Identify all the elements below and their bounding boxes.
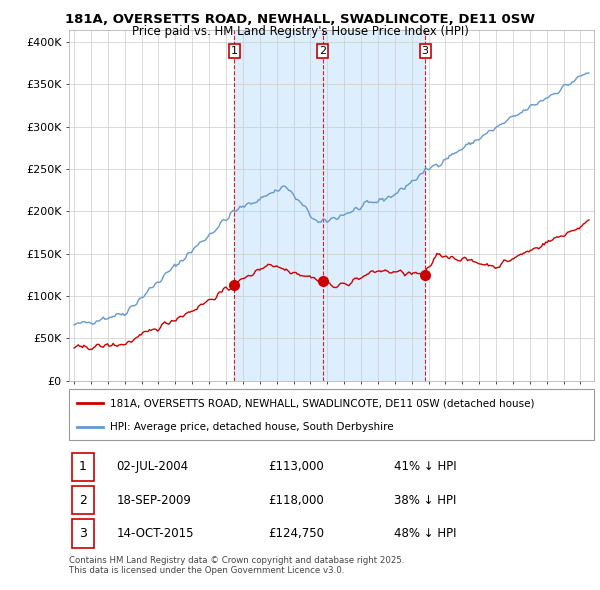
Text: 2: 2 bbox=[319, 45, 326, 55]
Text: 1: 1 bbox=[231, 45, 238, 55]
FancyBboxPatch shape bbox=[71, 519, 94, 548]
Text: Contains HM Land Registry data © Crown copyright and database right 2025.
This d: Contains HM Land Registry data © Crown c… bbox=[69, 556, 404, 575]
Text: 41% ↓ HPI: 41% ↓ HPI bbox=[395, 460, 457, 474]
Text: 181A, OVERSETTS ROAD, NEWHALL, SWADLINCOTE, DE11 0SW (detached house): 181A, OVERSETTS ROAD, NEWHALL, SWADLINCO… bbox=[110, 398, 535, 408]
Text: 2: 2 bbox=[79, 493, 86, 507]
Bar bbox=[235, 30, 425, 381]
FancyBboxPatch shape bbox=[69, 389, 594, 440]
Text: £118,000: £118,000 bbox=[269, 493, 324, 507]
Text: 181A, OVERSETTS ROAD, NEWHALL, SWADLINCOTE, DE11 0SW: 181A, OVERSETTS ROAD, NEWHALL, SWADLINCO… bbox=[65, 13, 535, 26]
Text: 1: 1 bbox=[79, 460, 86, 474]
Text: 3: 3 bbox=[79, 526, 86, 540]
Text: 48% ↓ HPI: 48% ↓ HPI bbox=[395, 526, 457, 540]
Text: 18-SEP-2009: 18-SEP-2009 bbox=[116, 493, 191, 507]
Text: £124,750: £124,750 bbox=[269, 526, 325, 540]
Text: 3: 3 bbox=[422, 45, 428, 55]
Text: 38% ↓ HPI: 38% ↓ HPI bbox=[395, 493, 457, 507]
FancyBboxPatch shape bbox=[71, 453, 94, 481]
Text: Price paid vs. HM Land Registry's House Price Index (HPI): Price paid vs. HM Land Registry's House … bbox=[131, 25, 469, 38]
Text: 14-OCT-2015: 14-OCT-2015 bbox=[116, 526, 194, 540]
FancyBboxPatch shape bbox=[71, 486, 94, 514]
Text: 02-JUL-2004: 02-JUL-2004 bbox=[116, 460, 188, 474]
Text: £113,000: £113,000 bbox=[269, 460, 324, 474]
Text: HPI: Average price, detached house, South Derbyshire: HPI: Average price, detached house, Sout… bbox=[110, 422, 394, 432]
